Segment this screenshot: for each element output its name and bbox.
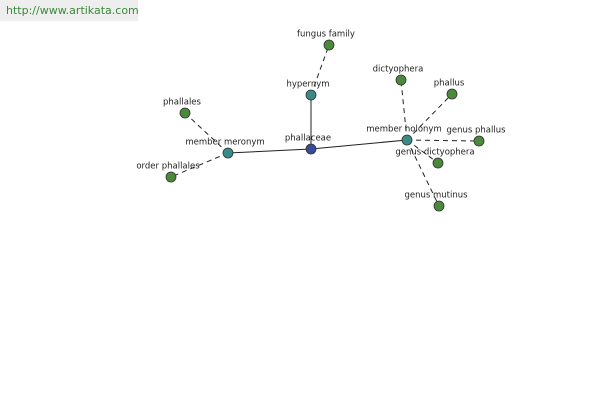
- solid-edge: [227, 148, 312, 154]
- node-label: hypernym: [286, 80, 329, 90]
- node[interactable]: [179, 107, 191, 119]
- dashed-edge: [406, 139, 440, 207]
- node-label: fungus family: [297, 30, 355, 40]
- node[interactable]: [222, 147, 234, 159]
- node[interactable]: [165, 171, 177, 183]
- node[interactable]: [305, 143, 317, 155]
- nodes: phallaceae hypernym fungus family member me…: [136, 30, 506, 212]
- node[interactable]: [395, 74, 407, 86]
- header-box: [0, 0, 138, 21]
- node-label: member holonym: [366, 125, 441, 135]
- node-label: phallales: [163, 98, 202, 108]
- dashed-edge: [406, 139, 480, 142]
- dashed-edge: [184, 112, 229, 154]
- node-label: genus dictyophera: [395, 148, 474, 158]
- dashed-edge: [170, 152, 229, 178]
- node-label: phallus: [434, 79, 465, 89]
- node[interactable]: [473, 135, 485, 147]
- node-label: genus mutinus: [404, 191, 468, 201]
- node-label: dictyophera: [373, 65, 424, 75]
- dashed-edge: [400, 79, 408, 141]
- solid-edge: [310, 139, 408, 150]
- node[interactable]: [323, 39, 335, 51]
- node[interactable]: [432, 157, 444, 169]
- edges: [170, 44, 480, 207]
- node-label: genus phallus: [446, 126, 506, 136]
- node[interactable]: [401, 134, 413, 146]
- site-url[interactable]: http://www.artikata.com: [6, 4, 139, 17]
- dashed-edge: [406, 93, 453, 141]
- dashed-edge: [406, 139, 439, 164]
- node[interactable]: [305, 89, 317, 101]
- node[interactable]: [446, 88, 458, 100]
- node-label: phallaceae: [285, 134, 331, 144]
- node[interactable]: [433, 200, 445, 212]
- node-label: order phallales: [136, 162, 200, 172]
- node-label: member meronym: [185, 138, 264, 148]
